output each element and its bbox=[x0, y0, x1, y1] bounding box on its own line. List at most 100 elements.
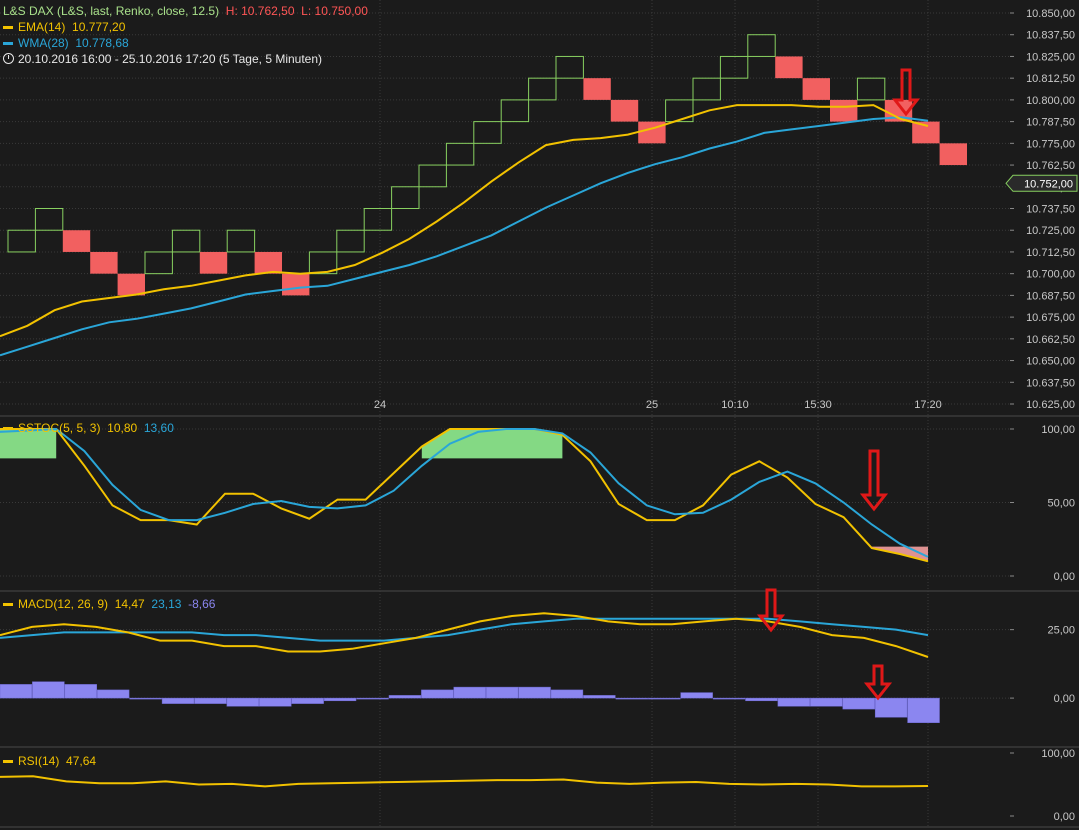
sstoc-d-value: 13,60 bbox=[143, 421, 174, 435]
macd-label: MACD(12, 26, 9) bbox=[18, 597, 109, 611]
time-tick-label: 25 bbox=[646, 399, 658, 411]
macd-tick-label: 0,00 bbox=[1054, 693, 1075, 705]
price-tick-label: 10.625,00 bbox=[1026, 399, 1075, 411]
macd-histogram-bar bbox=[518, 686, 551, 699]
renko-brick-down bbox=[282, 273, 310, 296]
current-price-tag bbox=[1005, 174, 1078, 192]
macd-histogram-bar bbox=[874, 697, 908, 718]
macd-histogram-bar bbox=[453, 686, 486, 699]
renko-brick-up bbox=[226, 229, 256, 253]
down-arrow-annotation-macd bbox=[756, 588, 786, 633]
price-tick-label: 10.650,00 bbox=[1026, 356, 1075, 368]
macd-histogram-bar bbox=[0, 684, 33, 699]
renko-brick-up bbox=[665, 99, 694, 123]
macd-histogram-bar bbox=[810, 697, 843, 707]
price-low: L: 10.750,00 bbox=[301, 4, 368, 18]
renko-brick-up bbox=[7, 229, 36, 253]
renko-brick-up bbox=[747, 34, 776, 57]
date-range: 20.10.2016 16:00 - 25.10.2016 17:20 (5 T… bbox=[18, 52, 323, 66]
macd-histogram-bar bbox=[615, 697, 649, 700]
macd-hist-value: -8,66 bbox=[188, 597, 216, 611]
macd-swatch-icon bbox=[3, 603, 13, 607]
wma-line bbox=[0, 116, 929, 357]
renko-brick-up bbox=[528, 77, 557, 101]
ema-value: 10.777,20 bbox=[72, 20, 126, 34]
macd-histogram-bar bbox=[64, 684, 97, 699]
wma-legend: WMA(28) 10.778,68 bbox=[3, 35, 129, 51]
price-tick-label: 10.800,00 bbox=[1026, 95, 1075, 107]
price-tick-label: 10.712,50 bbox=[1026, 247, 1075, 259]
sstoc-overbought-fill bbox=[0, 429, 57, 459]
time-tick-label: 24 bbox=[374, 399, 386, 411]
price-tick-label: 10.775,00 bbox=[1026, 138, 1075, 150]
axis-labels: 10.625,00 10.637,50 10.650,00 10.662,50 10.6… bbox=[374, 8, 1078, 823]
renko-brick-down bbox=[199, 251, 228, 274]
down-arrow-annotation-macd-hist bbox=[863, 664, 893, 701]
renko-brick-down bbox=[90, 251, 118, 274]
renko-bricks bbox=[7, 34, 967, 296]
renko-brick-down bbox=[62, 230, 91, 252]
indicator-lines bbox=[0, 104, 940, 788]
price-tick-label: 10.687,50 bbox=[1026, 290, 1075, 302]
clock-icon bbox=[3, 53, 14, 64]
renko-brick-down bbox=[912, 121, 940, 144]
renko-brick-down bbox=[254, 251, 282, 274]
sstoc-swatch-icon bbox=[3, 427, 13, 431]
macd-histogram-bar bbox=[129, 697, 162, 700]
renko-brick-up bbox=[363, 208, 393, 231]
renko-brick-down bbox=[802, 78, 830, 100]
sstoc-legend: SSTOC(5, 5, 3) 10,80 13,60 bbox=[3, 420, 174, 436]
price-tick-label: 10.762,50 bbox=[1026, 160, 1075, 172]
renko-brick-down bbox=[775, 56, 803, 79]
rsi-swatch-icon bbox=[3, 760, 13, 764]
macd-histogram-bar bbox=[161, 697, 195, 704]
rsi-tick-label: 0,00 bbox=[1054, 811, 1075, 823]
renko-brick-up bbox=[692, 77, 721, 101]
renko-brick-up bbox=[418, 164, 447, 188]
macd-histogram-bar bbox=[259, 697, 292, 707]
sstoc-tick-label: 50,00 bbox=[1047, 498, 1075, 510]
price-title: L&S DAX (L&S, last, Renko, close, 12.5) bbox=[3, 4, 220, 18]
macd-histogram-bar bbox=[291, 697, 324, 704]
sstoc-k-value: 10,80 bbox=[107, 421, 138, 435]
macd-legend: MACD(12, 26, 9) 14,47 23,13 -8,66 bbox=[3, 596, 215, 612]
macd-histogram-bar bbox=[777, 697, 811, 707]
down-arrow-annotation-sstoc bbox=[859, 449, 889, 512]
renko-brick-up bbox=[856, 77, 886, 101]
price-tick-label: 10.725,00 bbox=[1026, 225, 1075, 237]
renko-brick-up bbox=[144, 251, 173, 275]
sstoc-overbought-fill bbox=[421, 429, 563, 459]
rsi-legend: RSI(14) 47,64 bbox=[3, 753, 96, 769]
main-legend: L&S DAX (L&S, last, Renko, close, 12.5) … bbox=[3, 3, 368, 19]
wma-swatch-icon bbox=[3, 42, 13, 46]
range-legend: 20.10.2016 16:00 - 25.10.2016 17:20 (5 T… bbox=[3, 51, 322, 67]
rsi-label: RSI(14) bbox=[18, 754, 60, 768]
renko-brick-up bbox=[500, 99, 530, 123]
price-tick-label: 10.637,50 bbox=[1026, 377, 1075, 389]
time-tick-label: 10:10 bbox=[721, 399, 749, 411]
renko-brick-up bbox=[555, 55, 584, 79]
sstoc-tick-label: 0,00 bbox=[1054, 571, 1075, 583]
renko-brick-up bbox=[171, 229, 201, 253]
renko-brick-down bbox=[939, 143, 967, 166]
price-tick-label: 10.850,00 bbox=[1026, 8, 1075, 20]
price-tick-label: 10.825,00 bbox=[1026, 51, 1075, 63]
renko-brick-down bbox=[830, 99, 858, 122]
price-tick-label: 10.737,50 bbox=[1026, 204, 1075, 216]
renko-brick-up bbox=[308, 251, 338, 275]
price-tick-label: 10.662,50 bbox=[1026, 334, 1075, 346]
rsi-value: 47,64 bbox=[66, 754, 97, 768]
macd-histogram-bar bbox=[550, 689, 584, 699]
macd-histogram-bar bbox=[907, 697, 940, 723]
time-tick-label: 17:20 bbox=[914, 399, 942, 411]
rsi-line bbox=[0, 775, 929, 788]
macd-value: 14,47 bbox=[114, 597, 145, 611]
renko-brick-down bbox=[610, 99, 639, 122]
macd-signal-line bbox=[0, 617, 929, 642]
ema-label: EMA(14) bbox=[18, 20, 66, 34]
macd-histogram-bar bbox=[842, 697, 875, 710]
renko-brick-up bbox=[336, 229, 365, 253]
sstoc-k-line bbox=[0, 428, 929, 563]
time-tick-label: 15:30 bbox=[804, 399, 832, 411]
